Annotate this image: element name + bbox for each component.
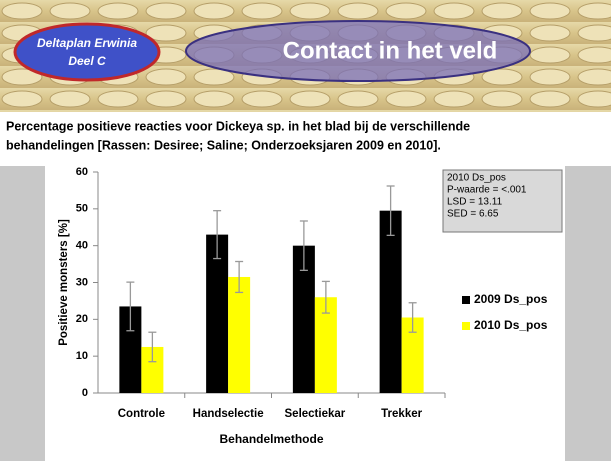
bar	[314, 297, 337, 393]
badge-text: Deel C	[68, 54, 106, 68]
annotation: P-waarde = <.001	[447, 185, 527, 196]
x-axis-title: Behandelmethode	[219, 432, 323, 446]
y-tick-label: 40	[76, 240, 88, 252]
x-tick-label: Selectiekar	[285, 408, 346, 420]
bar	[119, 306, 142, 393]
bar	[206, 234, 229, 393]
annotation: LSD = 13.11	[447, 197, 503, 208]
bar	[379, 210, 402, 393]
error-bar	[386, 185, 395, 237]
error-bar	[213, 210, 222, 260]
legend-swatch	[462, 322, 470, 330]
bar	[141, 346, 164, 393]
bar	[401, 317, 424, 393]
caption: Percentage positieve reacties voor Dicke…	[6, 119, 470, 133]
bar	[228, 276, 251, 393]
bar	[292, 245, 315, 393]
y-tick-label: 20	[76, 313, 88, 325]
y-tick-label: 0	[82, 387, 88, 399]
y-axis-title: Positieve monsters [%]	[58, 219, 70, 346]
y-tick-label: 30	[76, 276, 88, 288]
annotation: 2010 Ds_pos	[447, 173, 506, 184]
legend-swatch	[462, 296, 470, 304]
x-tick-label: Handselectie	[193, 408, 264, 420]
caption: behandelingen [Rassen: Desiree; Saline; …	[6, 138, 441, 152]
annotation-box	[442, 169, 563, 233]
y-tick-label: 60	[76, 166, 88, 178]
legend-label: 2010 Ds_pos	[474, 318, 548, 332]
y-tick-label: 50	[76, 203, 88, 215]
error-bar	[235, 260, 244, 294]
error-bar	[299, 220, 308, 271]
x-tick-label: Trekker	[381, 408, 422, 420]
error-bar	[148, 331, 157, 363]
error-bar	[321, 280, 330, 314]
caption-box	[0, 112, 611, 166]
badge	[13, 22, 161, 82]
error-bar	[408, 302, 417, 333]
badge-text: Deltaplan Erwinia	[37, 36, 137, 50]
slide-title: Contact in het veld	[283, 37, 498, 64]
legend-label: 2009 Ds_pos	[474, 292, 548, 306]
error-bar	[126, 281, 135, 332]
title-oval	[185, 20, 531, 82]
annotation: SED = 6.65	[447, 209, 499, 220]
y-tick-label: 10	[76, 350, 88, 362]
x-tick-label: Controle	[118, 408, 165, 420]
